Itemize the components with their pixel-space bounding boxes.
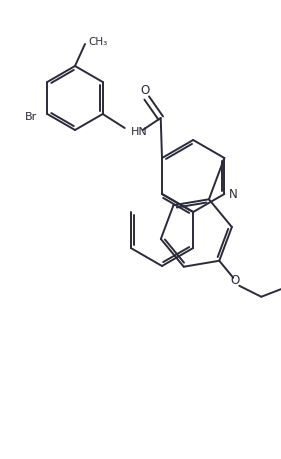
Text: O: O [231, 274, 240, 287]
Text: CH₃: CH₃ [88, 37, 107, 47]
Text: HN: HN [131, 127, 148, 137]
Text: Br: Br [25, 112, 37, 122]
Text: O: O [140, 84, 149, 96]
Text: N: N [229, 187, 238, 201]
